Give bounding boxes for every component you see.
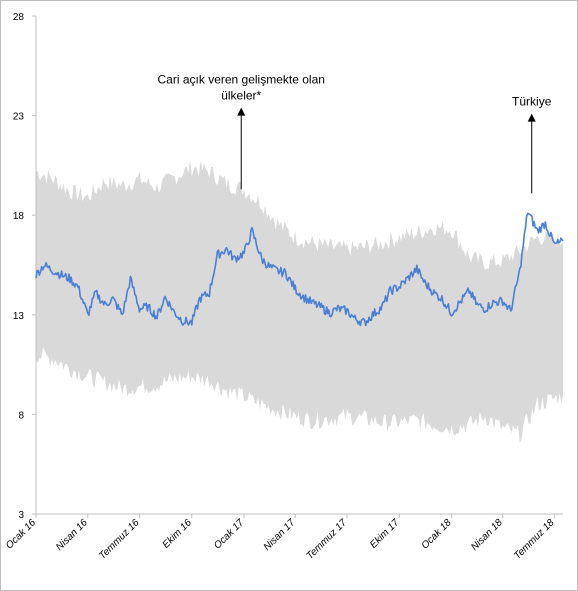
x-tick-label: Ocak 16: [4, 517, 38, 551]
annotation-text: Cari açık veren gelişmekte olan: [158, 73, 325, 87]
x-tick-labels: Ocak 16 Nisan 16 Temmuz 16 Ekim 16 Ocak 17 Ni…: [4, 517, 557, 562]
annotation-text: ülkeler*: [221, 89, 261, 103]
x-tick-label: Ocak 17: [212, 517, 246, 551]
y-tick-label: 18: [13, 211, 25, 222]
x-tick-label: Temmuz 18: [512, 517, 557, 562]
series-layer: [35, 212, 564, 327]
annotation-text: Türkiye: [512, 95, 552, 109]
y-tick-label: 3: [18, 510, 24, 521]
series-line-turkiye: [35, 212, 564, 327]
x-tick-label: Nisan 18: [469, 517, 505, 553]
x-tick-label: Ekim 16: [161, 517, 195, 551]
y-tick-label: 23: [13, 112, 25, 123]
y-tick-label: 13: [13, 311, 25, 322]
annotation-arrowhead: [527, 113, 536, 122]
y-tick-label: 28: [13, 12, 25, 23]
annotations-layer: Cari açık veren gelişmekte olan ülkeler* T…: [158, 73, 552, 194]
x-tick-label: Nisan 16: [54, 517, 90, 553]
x-tick-label: Temmuz 17: [305, 517, 350, 562]
band-layer: [36, 160, 563, 444]
range-band: [36, 160, 563, 444]
x-tick-label: Temmuz 16: [97, 517, 142, 562]
y-tick-label: 8: [18, 410, 24, 421]
y-tick-labels: 3 8 13 18 23 28: [13, 12, 25, 521]
x-tick-label: Ocak 18: [420, 517, 454, 551]
x-tick-label: Nisan 17: [262, 517, 298, 553]
x-tick-label: Ekim 17: [368, 517, 402, 551]
axis-layer: [32, 15, 563, 518]
annotation-arrowhead: [237, 107, 246, 116]
